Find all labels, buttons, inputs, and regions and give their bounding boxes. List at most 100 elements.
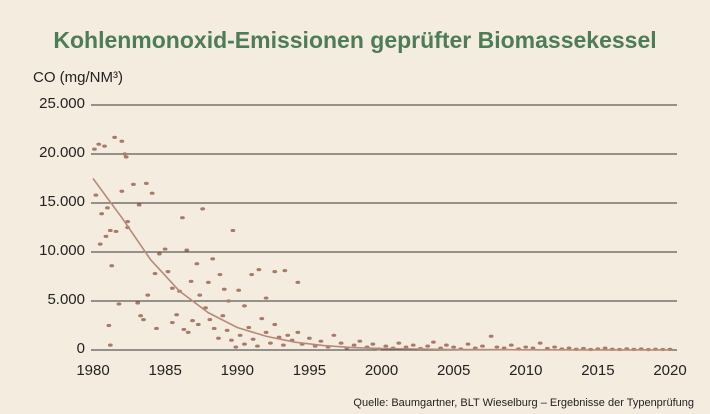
data-point: [122, 152, 128, 156]
data-point: [444, 343, 449, 347]
data-point: [107, 343, 113, 347]
data-point: [226, 299, 231, 303]
data-point: [216, 336, 221, 340]
trend-line: [92, 178, 671, 351]
data-point: [210, 257, 216, 261]
data-point: [93, 193, 99, 197]
data-point: [272, 270, 278, 274]
data-point: [501, 346, 507, 350]
data-point: [318, 339, 324, 343]
y-axis-label: CO (mg/NM³): [33, 69, 123, 86]
data-point: [295, 280, 301, 284]
data-point: [250, 337, 256, 341]
x-tick-label: 1980: [76, 362, 109, 379]
y-tick-label: 20.000: [39, 144, 85, 161]
data-point: [105, 206, 110, 210]
data-point: [165, 270, 171, 274]
data-point: [229, 338, 234, 342]
data-point: [107, 228, 113, 233]
x-tick-label: 2000: [365, 362, 398, 379]
data-point: [162, 247, 168, 251]
data-point: [285, 333, 291, 337]
x-tick-label: 1995: [293, 362, 326, 379]
data-point: [135, 301, 141, 305]
x-tick-label: 1990: [221, 362, 254, 379]
x-tick-label: 1985: [148, 362, 181, 379]
data-point: [237, 333, 243, 337]
data-point: [206, 280, 211, 284]
data-point: [338, 341, 344, 345]
data-point: [494, 345, 500, 349]
data-point: [156, 252, 162, 256]
data-point: [221, 287, 227, 291]
data-point: [143, 181, 149, 185]
data-point: [141, 318, 146, 322]
data-point: [224, 328, 230, 332]
data-point: [180, 216, 185, 220]
data-point: [602, 346, 608, 350]
data-point: [207, 318, 213, 322]
data-point: [220, 314, 226, 318]
data-point: [523, 345, 529, 349]
data-point: [103, 234, 109, 238]
data-point: [195, 322, 201, 327]
data-point: [154, 326, 159, 331]
data-point: [116, 302, 122, 306]
data-point: [152, 271, 158, 276]
data-point: [230, 228, 236, 233]
data-point: [149, 191, 155, 195]
data-point: [211, 326, 217, 331]
data-point: [112, 135, 118, 139]
data-point: [331, 333, 337, 337]
data-point: [263, 296, 269, 300]
data-point: [263, 330, 269, 334]
data-point: [242, 342, 247, 346]
data-point: [236, 288, 242, 292]
data-point: [410, 343, 416, 347]
data-point: [259, 317, 265, 321]
data-point: [99, 212, 105, 216]
data-point: [97, 242, 103, 246]
data-point: [256, 268, 262, 272]
data-point: [351, 343, 357, 347]
x-tick-label: 2005: [437, 362, 470, 379]
data-point: [508, 343, 514, 347]
data-point: [169, 286, 175, 290]
data-point: [123, 155, 129, 159]
data-point: [403, 345, 409, 349]
data-point: [242, 304, 247, 308]
x-tick-label: 2015: [581, 362, 614, 379]
data-point: [125, 220, 131, 224]
data-point: [184, 248, 190, 252]
data-point: [174, 313, 180, 317]
data-point: [295, 330, 301, 334]
x-tick-label: 2020: [653, 362, 686, 379]
data-point: [188, 279, 194, 283]
data-point: [246, 325, 252, 330]
data-point: [197, 293, 203, 297]
data-point: [119, 139, 125, 143]
data-point: [488, 334, 494, 338]
data-point: [306, 336, 312, 340]
data-point: [451, 345, 457, 349]
y-tick-label: 0: [77, 340, 85, 357]
data-point: [136, 203, 142, 207]
data-point: [425, 344, 431, 348]
data-point: [566, 346, 572, 350]
y-tick-label: 15.000: [39, 193, 85, 210]
data-point: [109, 264, 115, 268]
data-point: [383, 344, 389, 348]
data-point: [181, 327, 187, 332]
data-point: [130, 182, 136, 186]
data-point: [249, 272, 255, 277]
data-point: [194, 262, 200, 266]
data-point: [113, 229, 119, 234]
source-note: Quelle: Baumgartner, BLT Wieselburg – Er…: [353, 397, 694, 409]
data-point: [119, 189, 125, 193]
data-point: [96, 142, 102, 146]
data-point: [268, 341, 273, 345]
data-point: [537, 341, 543, 345]
y-tick-label: 5.000: [47, 291, 85, 308]
y-tick-label: 10.000: [39, 242, 85, 259]
